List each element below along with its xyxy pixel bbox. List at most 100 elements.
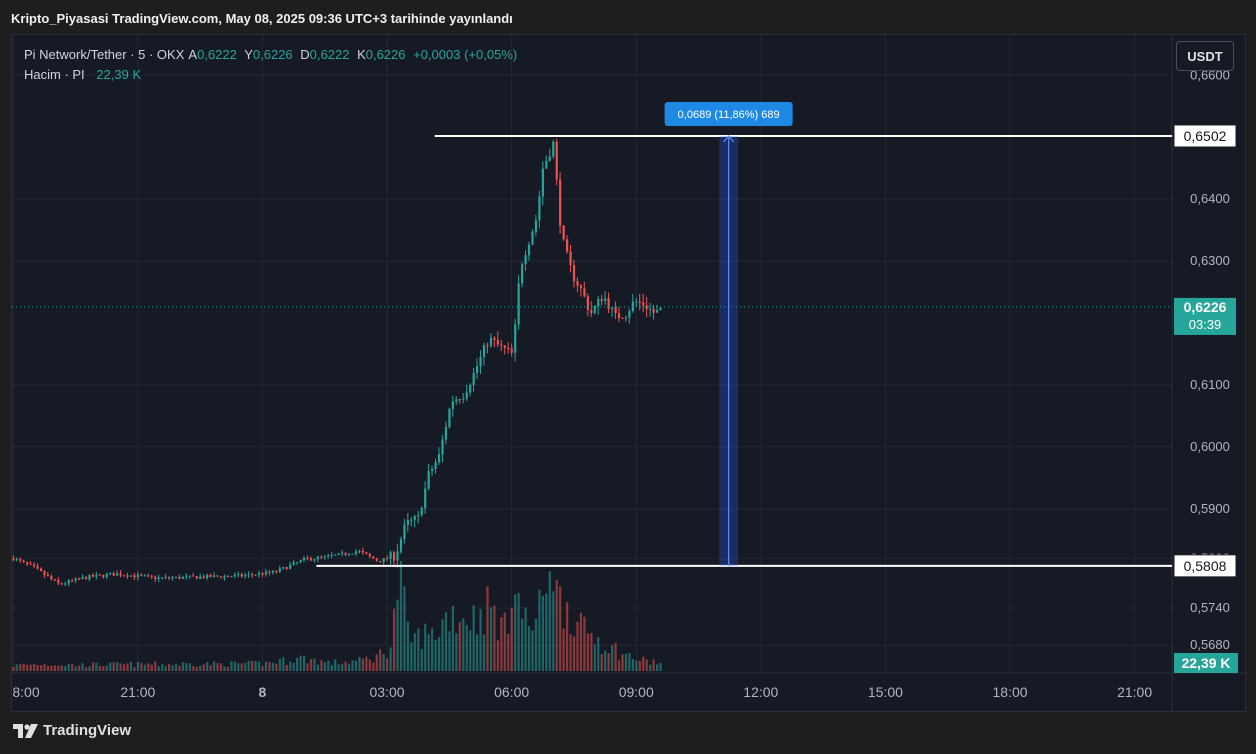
candle-body <box>60 583 63 585</box>
candle-body <box>593 305 596 314</box>
candle-body <box>403 524 406 540</box>
volume-bar <box>424 623 427 671</box>
candle-body <box>109 573 112 575</box>
volume-bar <box>555 580 558 671</box>
volume-bar <box>50 665 53 671</box>
volume-bar <box>289 661 292 671</box>
volume-bar <box>154 661 157 671</box>
candle-body <box>81 577 84 579</box>
candle-body <box>323 555 326 557</box>
candle-body <box>309 558 313 561</box>
current-price-tag: 0,6226 <box>1184 299 1227 315</box>
candle-body <box>572 265 576 282</box>
currency-button[interactable]: USDT <box>1176 41 1234 71</box>
candle-body <box>548 156 551 161</box>
candle-body <box>143 575 146 577</box>
volume-bar <box>382 653 385 671</box>
volume-bar <box>638 660 641 671</box>
candle-body <box>206 574 209 578</box>
candle-body <box>441 439 444 455</box>
volume-bar <box>462 618 465 671</box>
volume-bar <box>510 608 513 671</box>
candle-body <box>514 324 517 353</box>
legend-volume-label: Hacim · PI <box>24 67 85 82</box>
candle-body <box>379 560 382 563</box>
candle-body <box>455 399 458 402</box>
volume-bar <box>566 602 569 671</box>
candle-body <box>555 141 558 180</box>
candle-body <box>358 550 361 552</box>
candle-body <box>413 516 416 520</box>
candle-countdown: 03:39 <box>1189 317 1222 332</box>
volume-bar <box>254 661 257 671</box>
candle-body <box>188 575 191 577</box>
volume-bar <box>278 659 281 671</box>
volume-bar <box>29 664 32 671</box>
volume-bar <box>126 663 129 671</box>
volume-bar <box>271 662 275 671</box>
volume-bar <box>604 650 607 671</box>
volume-bar <box>472 605 475 671</box>
volume-bar <box>247 660 250 671</box>
candle-body <box>611 307 614 310</box>
volume-bar <box>22 663 25 671</box>
candle-body <box>129 575 133 577</box>
volume-bar <box>257 661 261 671</box>
candle-body <box>510 348 513 353</box>
measure-label-box <box>664 101 793 126</box>
legend-ohlc-row: Pi Network/Tether · 5 · OKX A0,6222 Y0,62… <box>24 47 518 62</box>
volume-bar <box>12 666 15 671</box>
footer-brand[interactable]: TradingView <box>13 722 131 739</box>
volume-bar <box>611 645 614 671</box>
volume-bar <box>514 594 517 671</box>
volume-bar <box>659 662 662 671</box>
volume-bar <box>337 664 340 671</box>
candle-body <box>500 344 503 346</box>
volume-bar <box>403 586 406 671</box>
volume-bar <box>507 633 510 671</box>
candle-body <box>12 558 15 561</box>
volume-bar <box>71 663 74 671</box>
candle-body <box>74 578 77 581</box>
volume-bar <box>559 586 562 671</box>
candle-body <box>368 554 371 557</box>
candle-body <box>642 302 645 306</box>
volume-bar <box>296 657 299 671</box>
candle-body <box>233 574 236 577</box>
volume-bar <box>15 664 18 671</box>
volume-bar <box>347 663 351 671</box>
volume-bar <box>74 666 77 671</box>
volume-bar <box>226 667 230 671</box>
volume-bar <box>192 665 195 671</box>
volume-bar <box>392 608 396 671</box>
chart-panel[interactable]: 0,0689 (11,86%) 689 0,6600 0,6400 0,6300 0,… <box>11 34 1246 712</box>
volume-bar <box>451 605 454 671</box>
volume-bar <box>493 605 496 671</box>
volume-bar <box>302 655 306 671</box>
candle-body <box>396 551 399 561</box>
legend-high: 0,6226 <box>252 47 293 62</box>
volume-bar <box>341 663 344 671</box>
volume-bar <box>358 656 361 671</box>
legend-close: 0,6226 <box>365 47 406 62</box>
candle-body <box>583 288 586 297</box>
candle-body <box>216 575 219 577</box>
volume-bar <box>323 662 326 671</box>
volume-bar <box>299 655 302 671</box>
candle-body <box>320 556 323 558</box>
candle-body <box>240 574 243 577</box>
candle-body <box>434 462 437 469</box>
candle-body <box>22 560 25 562</box>
volume-bar <box>133 667 136 671</box>
volume-bar <box>275 663 278 671</box>
candle-body <box>507 348 510 350</box>
price-chart[interactable]: 0,0689 (11,86%) 689 0,66000,64000,63000,… <box>12 35 1245 711</box>
time-tick-label: 21:00 <box>1117 684 1152 700</box>
candle-body <box>133 575 136 578</box>
candle-body <box>638 301 641 303</box>
candle-body <box>479 356 482 367</box>
candle-body <box>289 564 292 569</box>
legend-change: +0,0003 (+0,05%) <box>413 47 518 62</box>
candle-body <box>531 231 534 245</box>
candle-body <box>161 577 164 579</box>
